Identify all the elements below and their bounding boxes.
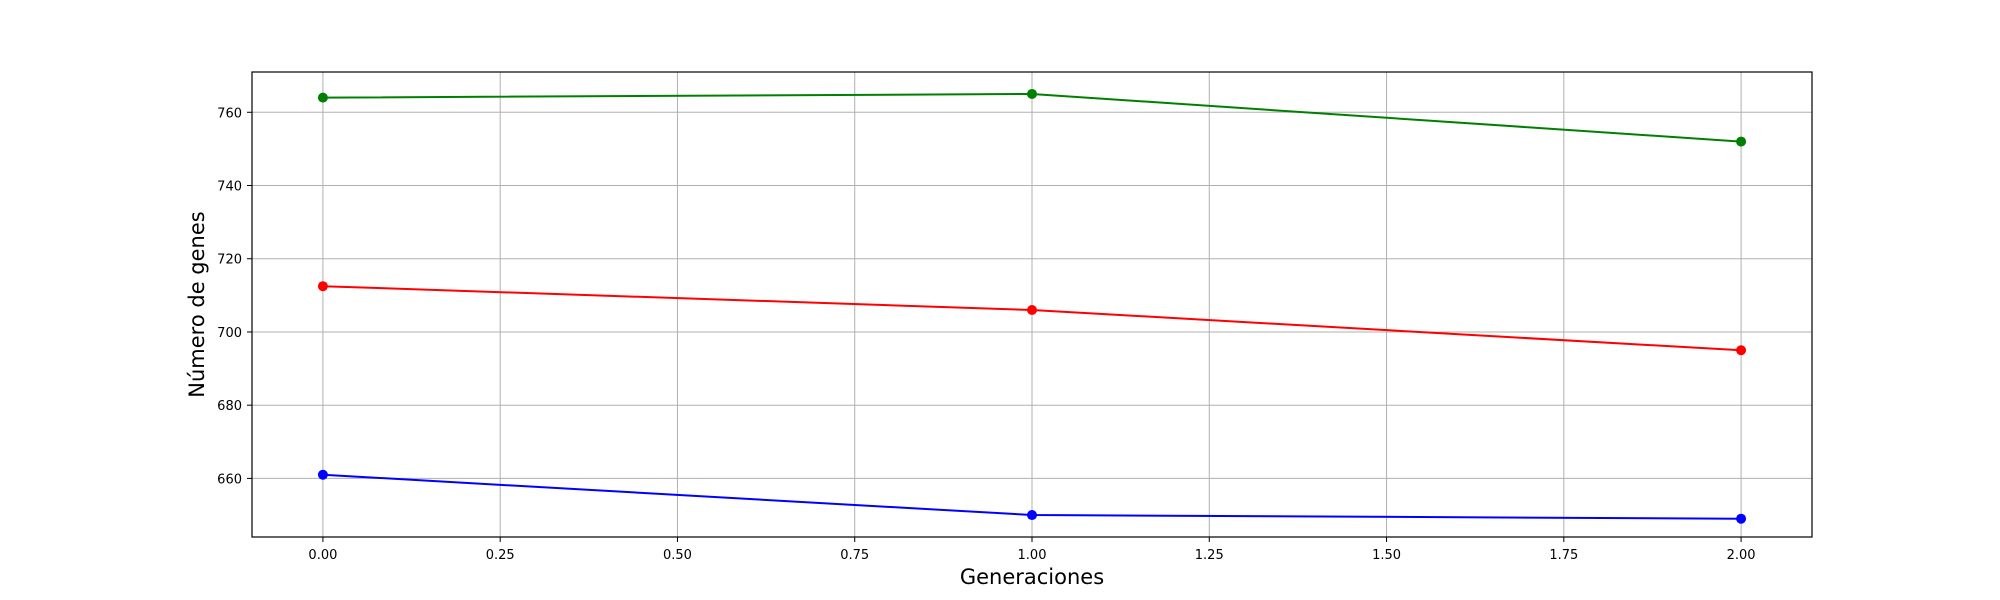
y-axis-title: Número de genes bbox=[185, 211, 209, 397]
data-point bbox=[1027, 88, 1037, 99]
data-point bbox=[1736, 136, 1747, 147]
x-tick-label: 1.50 bbox=[1372, 548, 1401, 563]
data-point bbox=[1736, 345, 1747, 356]
data-point bbox=[317, 92, 328, 103]
series-layer bbox=[317, 88, 1747, 524]
x-tick-label: 0.75 bbox=[840, 548, 869, 563]
y-tick-label: 760 bbox=[217, 106, 242, 121]
data-point bbox=[1736, 513, 1747, 524]
x-tick-label: 1.25 bbox=[1195, 548, 1224, 563]
x-tick-label: 0.50 bbox=[663, 548, 692, 563]
y-axis: 660 680 700 720 740 760 bbox=[217, 106, 252, 487]
data-point bbox=[1027, 510, 1037, 521]
data-point bbox=[317, 469, 328, 480]
y-tick-label: 740 bbox=[217, 180, 242, 195]
data-point bbox=[317, 281, 328, 292]
x-tick-label: 0.25 bbox=[486, 548, 515, 563]
data-point bbox=[1027, 304, 1037, 315]
x-axis-title: Generaciones bbox=[960, 565, 1104, 589]
y-tick-label: 660 bbox=[217, 472, 242, 487]
x-tick-label: 1.75 bbox=[1549, 548, 1578, 563]
y-tick-label: 720 bbox=[217, 253, 242, 268]
grid bbox=[252, 72, 1812, 537]
series-2 bbox=[317, 469, 1747, 524]
x-tick-label: 1.00 bbox=[1018, 548, 1047, 563]
series-0 bbox=[317, 88, 1747, 147]
x-axis: 0.00 0.25 0.50 0.75 1.00 1.25 1.50 1.75 2.00 bbox=[308, 537, 1756, 563]
y-tick-label: 700 bbox=[217, 326, 242, 341]
x-tick-label: 0.00 bbox=[308, 548, 337, 563]
series-1 bbox=[317, 281, 1747, 356]
x-tick-label: 2.00 bbox=[1727, 548, 1756, 563]
y-tick-label: 680 bbox=[217, 399, 242, 414]
